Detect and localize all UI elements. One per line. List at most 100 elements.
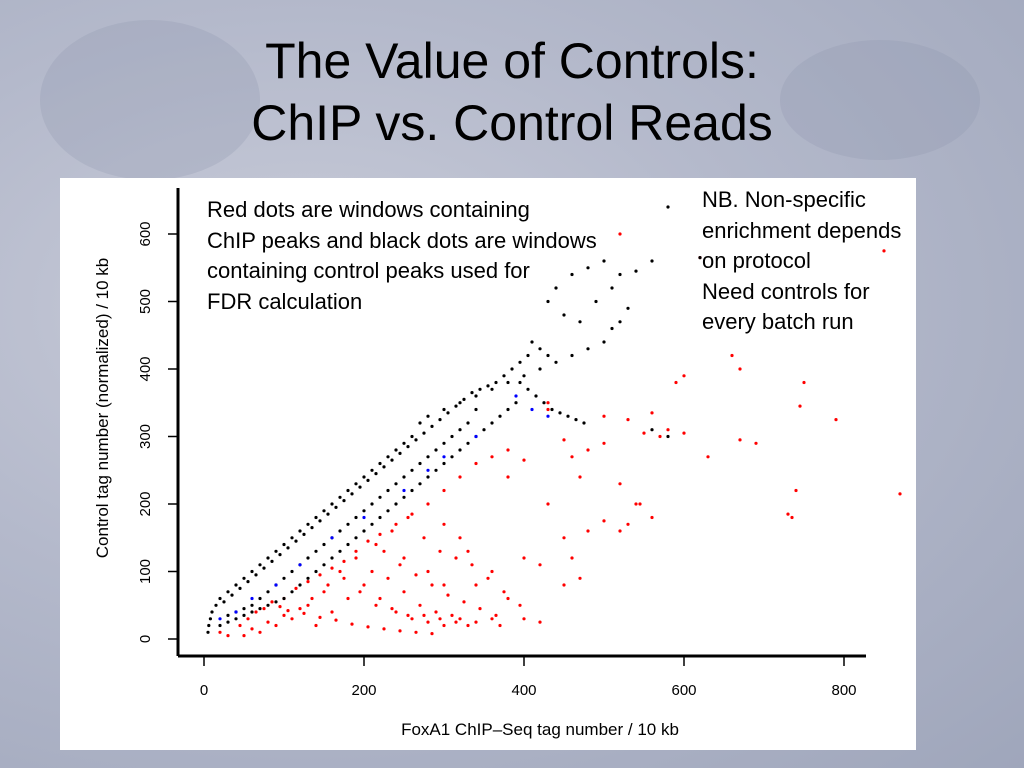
red-point <box>494 613 498 617</box>
red-point <box>438 549 442 553</box>
red-point <box>362 583 366 587</box>
red-point <box>466 623 470 628</box>
black-point <box>374 472 378 476</box>
x-tick-label: 200 <box>351 682 376 699</box>
black-point <box>394 448 398 452</box>
note-left-line: ChIP peaks and black dots are windows <box>207 227 597 253</box>
black-point <box>410 434 414 439</box>
black-point <box>474 407 478 412</box>
black-point <box>626 306 630 310</box>
black-point <box>206 630 210 634</box>
red-point <box>586 448 590 452</box>
note-right-line: enrichment depends <box>702 217 902 243</box>
red-point <box>650 515 654 520</box>
black-point <box>354 536 358 540</box>
red-point <box>790 515 794 520</box>
red-point <box>310 596 314 601</box>
red-point <box>666 428 670 432</box>
black-point <box>254 573 258 577</box>
red-point <box>546 502 550 506</box>
red-point <box>834 418 838 422</box>
black-point <box>542 401 546 405</box>
red-point <box>422 536 426 540</box>
blue-point <box>250 596 254 601</box>
black-point <box>402 495 406 499</box>
black-point <box>362 529 366 533</box>
black-point <box>450 434 454 439</box>
red-point <box>498 623 502 628</box>
y-tick-label: 0 <box>137 635 154 643</box>
red-point <box>570 455 574 459</box>
red-point <box>358 590 362 594</box>
black-point <box>426 455 430 459</box>
red-point <box>282 613 286 617</box>
black-point <box>338 549 342 553</box>
red-point <box>378 596 382 601</box>
black-point <box>394 502 398 506</box>
red-point <box>642 431 646 435</box>
red-point <box>306 580 310 584</box>
note-right-line: on protocol <box>702 248 811 273</box>
red-point <box>458 536 462 540</box>
red-point <box>302 611 306 615</box>
red-point <box>414 630 418 634</box>
black-point <box>222 600 226 604</box>
black-point <box>578 320 582 324</box>
black-point <box>586 347 590 351</box>
black-point <box>522 374 526 378</box>
black-point <box>230 593 234 597</box>
black-point <box>438 418 442 422</box>
blue-point <box>218 617 222 621</box>
red-point <box>490 455 494 459</box>
red-point <box>426 569 430 574</box>
black-point <box>414 438 418 442</box>
black-point <box>366 478 370 482</box>
black-point <box>238 586 242 590</box>
black-point <box>410 488 414 493</box>
y-tick-label: 300 <box>137 424 154 449</box>
red-point <box>394 522 398 526</box>
red-point <box>406 515 410 520</box>
black-point <box>210 610 214 614</box>
black-point <box>490 421 494 425</box>
red-point <box>658 434 662 439</box>
red-point <box>314 623 318 628</box>
black-point <box>666 434 670 439</box>
black-point <box>290 590 294 594</box>
background-shape-1 <box>40 20 260 180</box>
black-point <box>422 431 426 435</box>
black-point <box>466 441 470 445</box>
red-point <box>506 596 510 601</box>
black-point <box>470 391 474 395</box>
red-point <box>538 563 542 567</box>
black-point <box>474 394 478 398</box>
blue-point <box>514 394 518 398</box>
black-point <box>418 482 422 486</box>
black-point <box>306 556 310 560</box>
black-point <box>402 441 406 445</box>
red-point <box>474 620 478 624</box>
red-point <box>410 512 414 516</box>
black-point <box>250 569 254 574</box>
red-point <box>462 600 466 604</box>
black-point <box>314 549 318 553</box>
red-point <box>502 590 506 594</box>
black-point <box>294 539 298 543</box>
black-point <box>298 583 302 587</box>
black-point <box>462 397 466 401</box>
black-point <box>554 360 558 364</box>
black-point <box>370 468 374 472</box>
black-point <box>346 522 350 526</box>
black-point <box>434 448 438 452</box>
black-point <box>346 542 350 547</box>
black-point <box>334 505 338 509</box>
black-point <box>258 563 262 567</box>
red-point <box>274 623 278 628</box>
red-point <box>794 488 798 493</box>
note-left-line: FDR calculation <box>207 288 363 314</box>
red-point <box>882 249 886 253</box>
red-point <box>370 569 374 574</box>
black-point <box>562 313 566 317</box>
black-point <box>546 353 550 358</box>
